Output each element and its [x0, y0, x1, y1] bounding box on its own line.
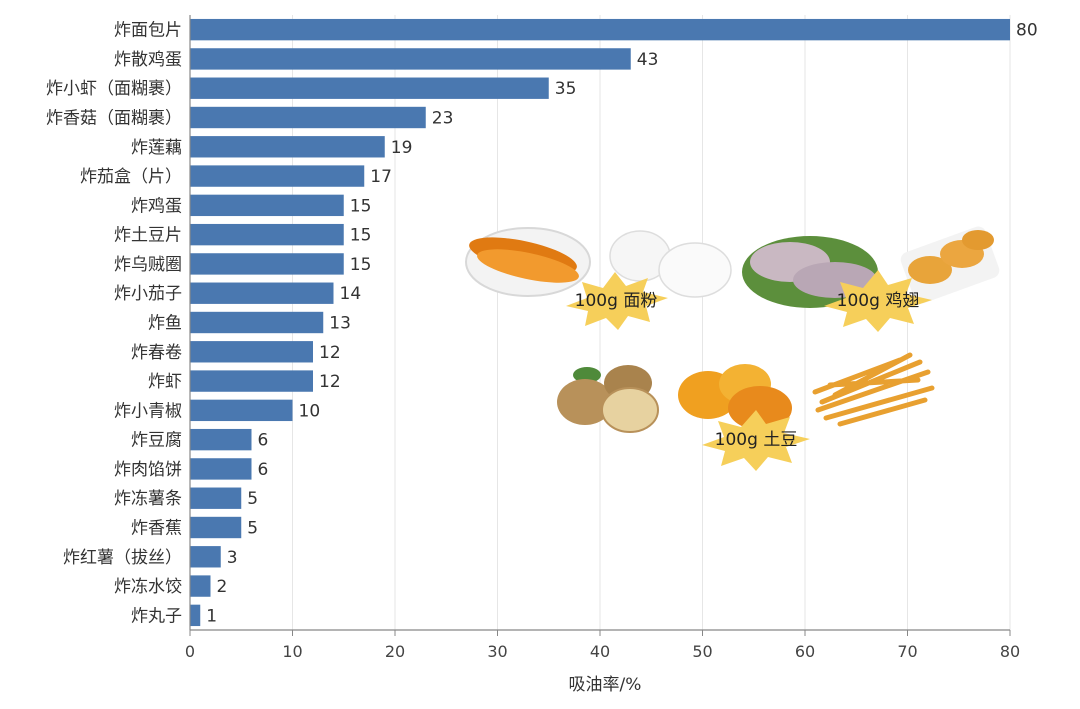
bar — [190, 575, 211, 597]
value-label: 80 — [1016, 21, 1038, 41]
category-label: 炸乌贼圈 — [114, 255, 182, 275]
bar — [190, 487, 242, 509]
category-label: 炸小青椒 — [114, 401, 182, 421]
x-ticks: 0 10 20 30 40 50 60 70 80 — [185, 630, 1020, 661]
bar — [190, 311, 324, 334]
fried-wing-photo — [900, 226, 1000, 304]
category-label: 炸豆腐 — [131, 431, 182, 451]
value-label: 43 — [637, 50, 659, 70]
bar — [190, 48, 631, 70]
fried-dough-photo — [465, 227, 591, 297]
x-tick-label: 60 — [795, 642, 815, 661]
x-tick-label: 80 — [1000, 642, 1020, 661]
value-label: 6 — [258, 460, 269, 480]
wings-label: 100g 鸡翅 — [837, 291, 920, 311]
value-label: 23 — [432, 109, 454, 129]
category-label: 炸小茄子 — [114, 284, 182, 304]
bar — [190, 77, 549, 99]
potato-label: 100g 土豆 — [715, 430, 798, 450]
steamed-bun-photo — [609, 230, 732, 298]
value-label: 3 — [227, 548, 238, 568]
value-label: 14 — [340, 284, 362, 304]
value-label: 10 — [299, 401, 321, 421]
category-label: 炸鱼 — [148, 314, 182, 334]
value-label: 19 — [391, 138, 413, 158]
value-label: 12 — [319, 372, 341, 392]
bar — [190, 194, 344, 217]
bar — [190, 341, 313, 363]
flour-label: 100g 面粉 — [575, 291, 658, 311]
bar — [190, 546, 221, 568]
bar — [190, 165, 365, 187]
bar — [190, 253, 344, 275]
x-tick-label: 70 — [897, 642, 917, 661]
bar — [190, 282, 334, 304]
x-tick-label: 50 — [692, 642, 712, 661]
category-label: 炸香菇（面糊裹） — [46, 109, 182, 129]
category-label: 炸虾 — [148, 372, 182, 392]
value-label: 5 — [247, 489, 258, 509]
bar — [190, 428, 252, 451]
x-tick-label: 0 — [185, 642, 195, 661]
x-tick-label: 40 — [590, 642, 610, 661]
value-label: 15 — [350, 196, 372, 216]
potato-photo — [557, 365, 659, 433]
potato-chips-photo — [678, 364, 792, 430]
category-label: 炸香蕉 — [131, 519, 182, 539]
value-label: 15 — [350, 255, 372, 275]
value-label: 15 — [350, 226, 372, 246]
value-label: 5 — [247, 519, 258, 539]
category-label: 炸春卷 — [131, 343, 182, 363]
category-label: 炸红薯（拔丝） — [63, 548, 182, 568]
value-label: 1 — [206, 606, 217, 626]
value-label: 6 — [258, 431, 269, 451]
fries-photo — [812, 352, 935, 427]
category-label: 炸冻薯条 — [114, 489, 182, 509]
x-axis-title: 吸油率/% — [569, 675, 642, 695]
category-label: 炸茄盒（片） — [80, 167, 182, 187]
bar — [190, 18, 1010, 41]
bar — [190, 516, 242, 539]
bar — [190, 399, 293, 422]
bar — [190, 370, 313, 392]
category-label: 炸丸子 — [131, 606, 182, 626]
category-label: 炸面包片 — [114, 21, 182, 41]
flour-burst: 100g 面粉 — [566, 272, 668, 330]
category-label: 炸冻水饺 — [114, 577, 182, 597]
food-photo-inset: 100g 面粉 100g 鸡翅 — [465, 226, 1000, 471]
bar — [190, 223, 344, 246]
wings-burst: 100g 鸡翅 — [824, 270, 932, 332]
value-label: 13 — [329, 314, 351, 334]
value-label: 2 — [217, 577, 228, 597]
bar — [190, 106, 426, 129]
potato-burst: 100g 土豆 — [702, 410, 810, 471]
category-label: 炸小虾（面糊裹） — [46, 79, 182, 99]
x-tick-label: 10 — [282, 642, 302, 661]
category-label: 炸土豆片 — [114, 226, 182, 246]
value-label: 17 — [370, 167, 392, 187]
category-label: 炸鸡蛋 — [131, 196, 182, 216]
x-tick-label: 30 — [487, 642, 507, 661]
category-label: 炸莲藕 — [131, 138, 182, 158]
bar — [190, 604, 201, 627]
value-label: 35 — [555, 79, 577, 99]
x-tick-label: 20 — [385, 642, 405, 661]
category-label: 炸肉馅饼 — [114, 460, 182, 480]
bar — [190, 136, 385, 158]
value-label: 12 — [319, 343, 341, 363]
bar — [190, 458, 252, 480]
category-label: 炸散鸡蛋 — [114, 50, 182, 70]
